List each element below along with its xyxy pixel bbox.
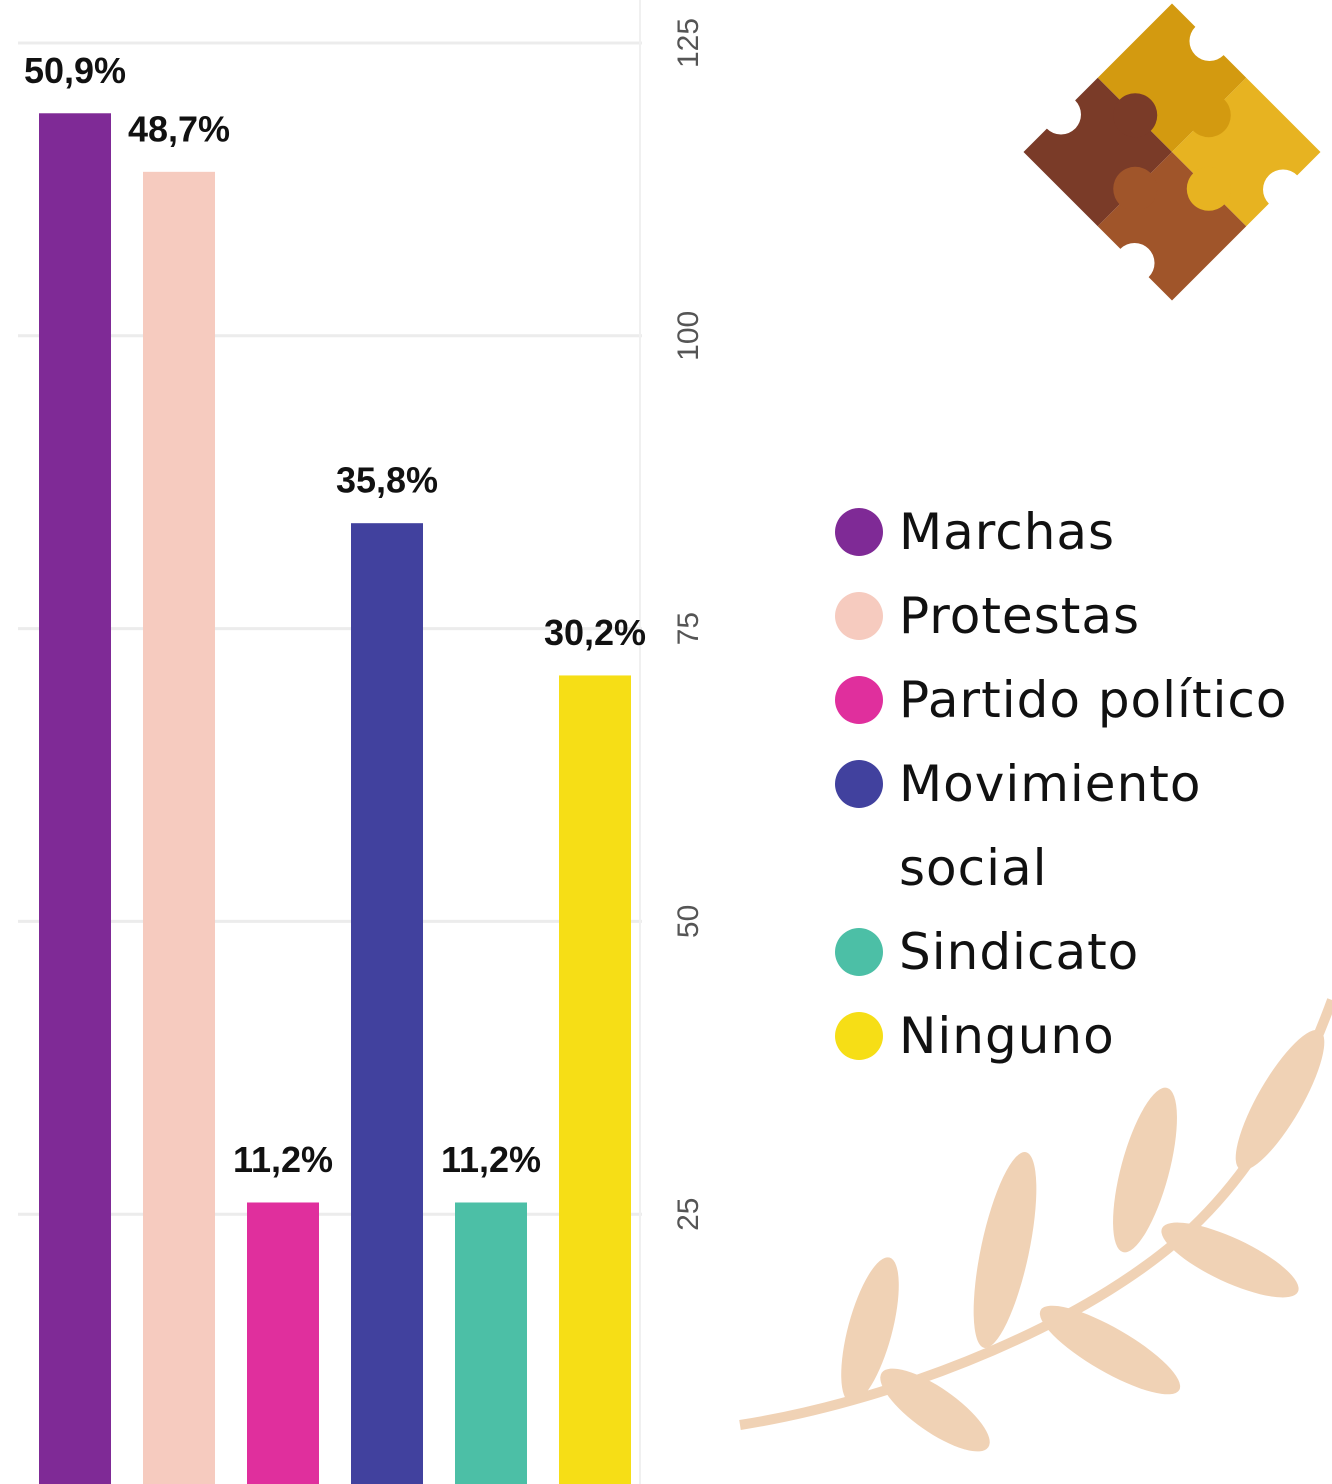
page: 25 50 75 100 125 50,9%48,7% 11,2% 35,8% 11,2% 30,… bbox=[0, 0, 1332, 1484]
legend-label: Partido político bbox=[899, 671, 1288, 729]
y-tick-label: 25 bbox=[672, 1198, 705, 1231]
legend-swatch bbox=[835, 592, 883, 640]
legend-item: Partido político bbox=[835, 658, 1315, 742]
legend-item: Movimiento social bbox=[835, 742, 1315, 910]
grid bbox=[18, 0, 642, 1484]
legend-item: Ninguno bbox=[835, 994, 1315, 1078]
bar bbox=[39, 113, 111, 1484]
y-tick-label: 125 bbox=[672, 18, 705, 68]
bar bbox=[143, 172, 215, 1484]
bar bbox=[351, 523, 423, 1484]
puzzle-decoration bbox=[995, 0, 1332, 329]
legend-label: Movimiento social bbox=[899, 755, 1201, 897]
legend: Marchas Protestas Partido político Movimien… bbox=[835, 490, 1315, 1078]
legend-item: Marchas bbox=[835, 490, 1315, 574]
value-label: 30,2% bbox=[544, 612, 646, 653]
value-label: 35,8% bbox=[336, 460, 438, 501]
bar bbox=[455, 1202, 527, 1484]
legend-swatch bbox=[835, 760, 883, 808]
y-tick-label: 75 bbox=[672, 612, 705, 645]
value-label: 48,7% bbox=[128, 108, 230, 149]
bar bbox=[247, 1202, 319, 1484]
bar bbox=[559, 675, 631, 1484]
value-label: 11,2% bbox=[233, 1139, 333, 1180]
legend-item: Protestas bbox=[835, 574, 1315, 658]
legend-swatch bbox=[835, 1012, 883, 1060]
legend-label: Ninguno bbox=[899, 1007, 1115, 1065]
legend-swatch bbox=[835, 508, 883, 556]
value-label: 50,9% bbox=[24, 50, 126, 91]
legend-label: Marchas bbox=[899, 503, 1115, 561]
legend-swatch bbox=[835, 676, 883, 724]
legend-label: Sindicato bbox=[899, 923, 1139, 981]
legend-label: Protestas bbox=[899, 587, 1140, 645]
legend-item: Sindicato bbox=[835, 910, 1315, 994]
legend-swatch bbox=[835, 928, 883, 976]
value-label: 11,2% bbox=[441, 1139, 541, 1180]
y-tick-label: 50 bbox=[672, 905, 705, 938]
y-tick-label: 100 bbox=[672, 311, 705, 361]
